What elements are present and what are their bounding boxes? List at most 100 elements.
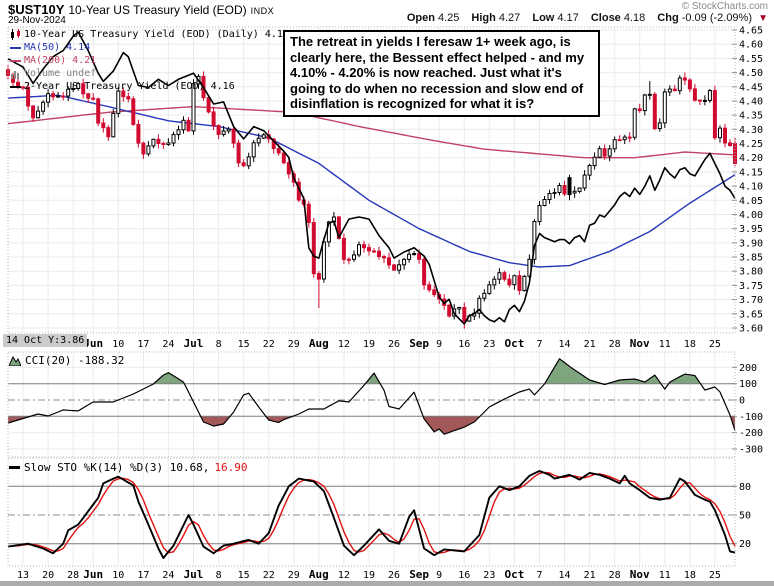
legend-2y-row: 2-Year US Treasury Yield (EOD) 4.16 xyxy=(10,80,289,93)
svg-text:10: 10 xyxy=(112,570,124,581)
legend-price-label: 10-Year US Treasury Yield (EOD) (Daily) … xyxy=(24,29,289,40)
svg-text:21: 21 xyxy=(584,570,596,581)
low-label: Low xyxy=(532,12,555,24)
svg-text:4.30: 4.30 xyxy=(739,125,763,136)
svg-text:29: 29 xyxy=(288,339,300,350)
legend-volume-label: Volume undef xyxy=(24,68,97,79)
crosshair-value-label: 14 Oct Y:3.86 xyxy=(3,334,88,347)
legend-volume-row: Volume undef xyxy=(10,67,289,80)
ohlc-row: Open 4.25 High 4.27 Low 4.17 Close 4.18 Chg -… xyxy=(398,12,752,24)
ma50-line-icon xyxy=(10,46,24,49)
svg-text:9: 9 xyxy=(436,339,442,350)
high-label: High xyxy=(471,12,496,24)
svg-text:Jun: Jun xyxy=(83,337,103,350)
svg-text:4.15: 4.15 xyxy=(739,167,763,178)
close-value: 4.18 xyxy=(623,12,646,24)
svg-text:4.10: 4.10 xyxy=(739,182,763,193)
symbol: $UST10Y xyxy=(8,2,65,17)
svg-text:29: 29 xyxy=(288,570,300,581)
legend-ma50-row: MA(50) 4.14 xyxy=(10,41,289,54)
svg-text:16: 16 xyxy=(458,570,470,581)
chg-label: Chg xyxy=(657,12,679,24)
svg-text:17: 17 xyxy=(137,570,149,581)
svg-text:19: 19 xyxy=(363,339,375,350)
chart-scrollbar[interactable] xyxy=(0,581,774,586)
sto-d-value: 16.90 xyxy=(214,461,248,474)
svg-text:4.00: 4.00 xyxy=(739,210,763,221)
svg-text:13: 13 xyxy=(17,570,29,581)
open-value: 4.25 xyxy=(437,12,460,24)
svg-text:16: 16 xyxy=(458,339,470,350)
sto-legend-label: Slow STO %K(14) %D(3) 10.68, xyxy=(24,461,210,474)
legend-price-row: 10-Year US Treasury Yield (EOD) (Daily) … xyxy=(10,28,289,41)
svg-text:4.05: 4.05 xyxy=(739,196,763,207)
svg-text:100: 100 xyxy=(739,379,757,390)
svg-text:4.35: 4.35 xyxy=(739,111,763,122)
svg-text:4.45: 4.45 xyxy=(739,82,763,93)
svg-text:3.80: 3.80 xyxy=(739,267,763,278)
svg-text:-200: -200 xyxy=(739,428,763,439)
legend-2y-label: 2-Year US Treasury Yield (EOD) 4.16 xyxy=(24,81,235,92)
copyright: © StockCharts.com xyxy=(681,1,768,12)
svg-text:0: 0 xyxy=(739,396,745,407)
chart-header: $UST10Y 10-Year US Treasury Yield (EOD) IN… xyxy=(8,1,274,19)
overlay-line-icon xyxy=(10,85,24,88)
svg-text:23: 23 xyxy=(483,339,495,350)
legend-ma200-row: MA(200) 4.21 xyxy=(10,54,289,67)
svg-text:24: 24 xyxy=(162,570,174,581)
svg-text:21: 21 xyxy=(584,339,596,350)
svg-text:9: 9 xyxy=(436,570,442,581)
svg-text:-300: -300 xyxy=(739,444,763,455)
svg-text:23: 23 xyxy=(483,570,495,581)
svg-text:20: 20 xyxy=(739,539,751,550)
cci-legend: CCI(20) -188.32 xyxy=(9,354,124,367)
svg-text:19: 19 xyxy=(363,570,375,581)
svg-text:25: 25 xyxy=(709,339,721,350)
svg-text:25: 25 xyxy=(709,570,721,581)
svg-text:4.25: 4.25 xyxy=(739,139,763,150)
legend-ma200-label: MA(200) 4.21 xyxy=(24,55,97,66)
svg-text:200: 200 xyxy=(739,363,757,374)
svg-text:Jul: Jul xyxy=(184,568,204,581)
svg-text:14: 14 xyxy=(559,339,571,350)
volume-bars-icon xyxy=(10,69,24,79)
svg-text:26: 26 xyxy=(388,570,400,581)
svg-text:22: 22 xyxy=(263,339,275,350)
svg-text:7: 7 xyxy=(536,570,542,581)
exchange-label: INDX xyxy=(250,6,275,16)
open-label: Open xyxy=(406,12,435,24)
sto-line-icon xyxy=(9,466,20,469)
sto-legend: Slow STO %K(14) %D(3) 10.68, 16.90 xyxy=(9,461,248,474)
svg-text:15: 15 xyxy=(238,339,250,350)
svg-text:3.75: 3.75 xyxy=(739,281,763,292)
svg-text:12: 12 xyxy=(338,339,350,350)
svg-text:20: 20 xyxy=(42,570,54,581)
svg-text:Jun: Jun xyxy=(83,568,103,581)
svg-text:3.95: 3.95 xyxy=(739,224,763,235)
svg-text:8: 8 xyxy=(216,339,222,350)
svg-text:15: 15 xyxy=(238,570,250,581)
svg-text:14: 14 xyxy=(559,570,571,581)
svg-text:18: 18 xyxy=(684,339,696,350)
close-label: Close xyxy=(590,12,621,24)
svg-text:17: 17 xyxy=(137,339,149,350)
svg-text:22: 22 xyxy=(263,570,275,581)
svg-text:11: 11 xyxy=(659,339,671,350)
low-value: 4.17 xyxy=(557,12,579,24)
svg-text:7: 7 xyxy=(536,339,542,350)
svg-text:Aug: Aug xyxy=(309,337,329,350)
svg-text:28: 28 xyxy=(609,339,621,350)
svg-text:4.40: 4.40 xyxy=(739,97,763,108)
ma200-line-icon xyxy=(10,59,24,62)
svg-text:Sep: Sep xyxy=(409,568,429,581)
svg-text:Jul: Jul xyxy=(184,337,204,350)
svg-text:4.65: 4.65 xyxy=(739,26,763,37)
svg-text:3.90: 3.90 xyxy=(739,238,763,249)
svg-text:Oct: Oct xyxy=(504,568,524,581)
svg-text:4.60: 4.60 xyxy=(739,40,763,51)
svg-text:8: 8 xyxy=(216,570,222,581)
chart-date: 29-Nov-2024 xyxy=(8,15,66,26)
chg-value: -0.09 (-2.09%) xyxy=(681,12,752,24)
svg-text:-100: -100 xyxy=(739,412,763,423)
svg-text:24: 24 xyxy=(162,339,174,350)
